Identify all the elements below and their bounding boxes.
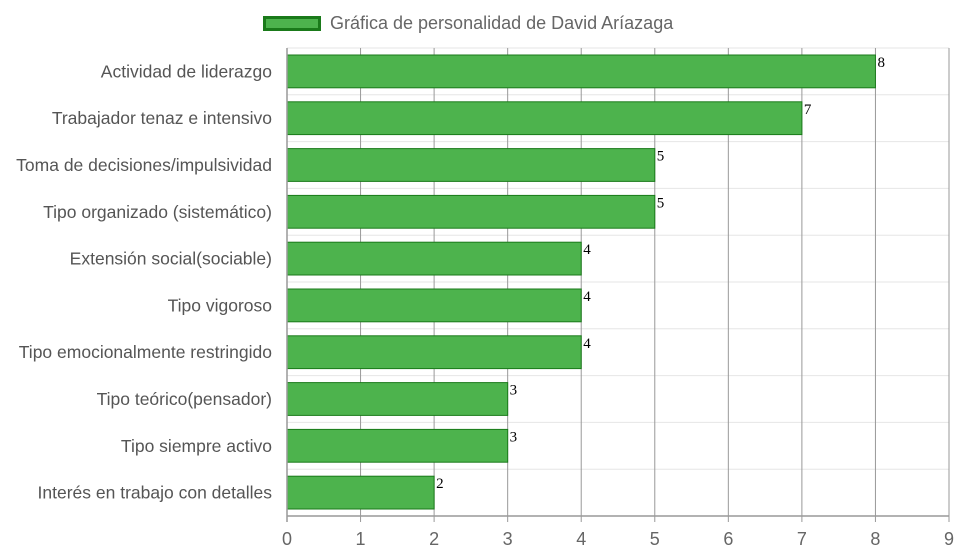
- category-label: Tipo siempre activo: [121, 436, 272, 456]
- x-tick-label: 5: [650, 529, 660, 549]
- value-label: 2: [436, 476, 444, 492]
- bar[interactable]: [286, 148, 656, 182]
- value-label: 8: [877, 55, 885, 71]
- bar[interactable]: [286, 382, 509, 416]
- bar[interactable]: [286, 54, 876, 89]
- labels: 8 Actividad de liderazgo 7 Trabajador tenaz…: [16, 55, 954, 549]
- x-tick-label: 3: [503, 529, 513, 549]
- category-label: Toma de decisiones/impulsividad: [16, 155, 272, 175]
- value-label: 7: [804, 102, 812, 118]
- x-tick-label: 1: [356, 529, 366, 549]
- x-tick-label: 8: [870, 529, 880, 549]
- category-label: Tipo emocionalmente restringido: [19, 342, 272, 362]
- bar[interactable]: [286, 335, 582, 370]
- category-label: Extensión social(sociable): [70, 249, 272, 269]
- category-label: Trabajador tenaz e intensivo: [52, 108, 272, 128]
- value-label: 5: [657, 149, 665, 165]
- bars: [286, 54, 876, 510]
- value-label: 4: [583, 242, 591, 258]
- x-tick-label: 2: [429, 529, 439, 549]
- chart-legend[interactable]: Gráfica de personalidad de David Aríazag…: [263, 10, 673, 36]
- bar[interactable]: [286, 101, 803, 136]
- legend-label: Gráfica de personalidad de David Aríazag…: [330, 12, 674, 33]
- value-label: 4: [583, 336, 591, 352]
- x-tick-label: 7: [797, 529, 807, 549]
- value-label: 5: [657, 195, 665, 211]
- bar[interactable]: [286, 428, 509, 463]
- x-tick-label: 4: [576, 529, 586, 549]
- x-tick-label: 9: [944, 529, 954, 549]
- bar[interactable]: [286, 475, 435, 510]
- value-label: 3: [510, 383, 517, 399]
- legend-swatch: [263, 15, 321, 31]
- value-label: 3: [510, 429, 517, 445]
- category-label: Tipo vigoroso: [168, 295, 272, 315]
- x-tick-label: 0: [282, 529, 292, 549]
- category-label: Actividad de liderazgo: [101, 61, 272, 81]
- category-label: Tipo teórico(pensador): [97, 389, 272, 409]
- category-label: Tipo organizado (sistemático): [43, 202, 272, 222]
- bar[interactable]: [286, 241, 582, 276]
- category-label: Interés en trabajo con detalles: [38, 483, 273, 503]
- bar[interactable]: [286, 194, 656, 229]
- value-label: 4: [583, 289, 591, 305]
- bar[interactable]: [286, 288, 582, 323]
- x-tick-label: 6: [723, 529, 733, 549]
- axes: [286, 48, 949, 522]
